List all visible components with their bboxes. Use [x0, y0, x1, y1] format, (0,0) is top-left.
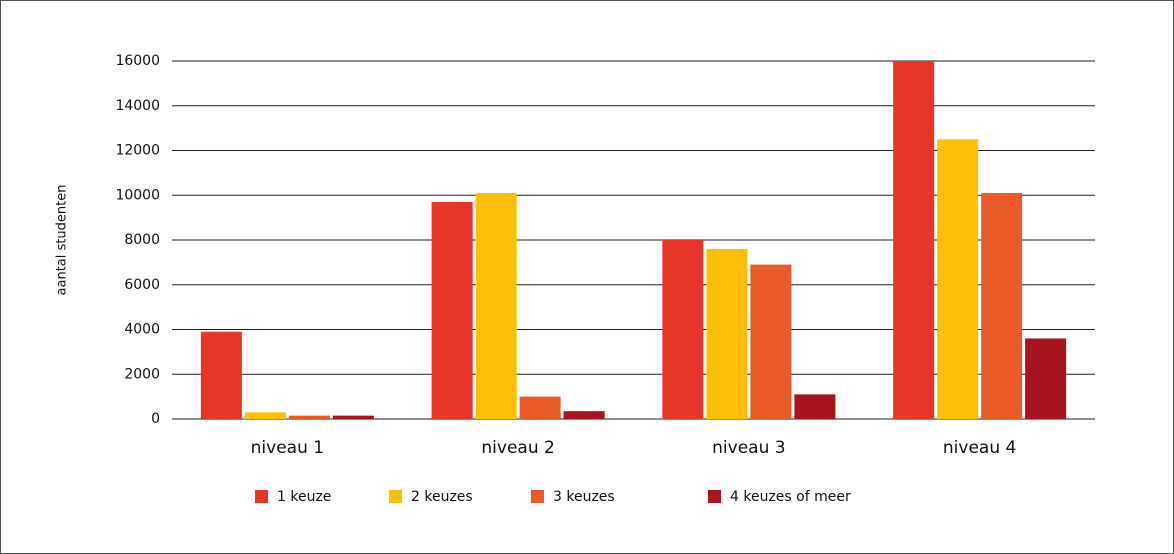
legend-swatch — [255, 490, 268, 503]
bar — [563, 411, 605, 419]
legend-swatch — [708, 490, 721, 503]
y-axis-label: aantal studenten — [55, 185, 70, 296]
bar — [794, 394, 836, 419]
bar — [200, 331, 242, 419]
y-tick-label: 6000 — [124, 277, 160, 293]
bar — [750, 264, 792, 419]
legend-swatch — [531, 490, 544, 503]
legend-label: 1 keuze — [277, 489, 331, 505]
x-tick-label: niveau 4 — [943, 438, 1016, 458]
legend-label: 4 keuzes of meer — [730, 489, 851, 505]
bar — [431, 201, 473, 419]
x-tick-label: niveau 1 — [251, 438, 324, 458]
bar — [1025, 338, 1067, 419]
y-tick-label: 16000 — [115, 53, 160, 69]
y-tick-label: 4000 — [124, 322, 160, 338]
legend-swatch — [389, 490, 402, 503]
bar — [706, 248, 748, 419]
bar — [332, 415, 374, 419]
bar — [981, 193, 1023, 419]
x-tick-label: niveau 2 — [481, 438, 554, 458]
x-tick-label: niveau 3 — [712, 438, 785, 458]
legend-label: 2 keuzes — [411, 489, 473, 505]
bar — [937, 139, 979, 419]
y-tick-label: 12000 — [115, 143, 160, 159]
bar — [519, 396, 561, 419]
bar — [475, 193, 517, 419]
legend-label: 3 keuzes — [553, 489, 615, 505]
bar — [893, 61, 935, 419]
y-tick-label: 2000 — [124, 366, 160, 382]
y-tick-label: 10000 — [115, 187, 160, 203]
y-tick-label: 0 — [151, 411, 160, 427]
bar — [244, 412, 286, 419]
y-tick-label: 14000 — [115, 98, 160, 114]
bar — [662, 240, 704, 419]
bar — [288, 415, 330, 419]
y-tick-label: 8000 — [124, 232, 160, 248]
